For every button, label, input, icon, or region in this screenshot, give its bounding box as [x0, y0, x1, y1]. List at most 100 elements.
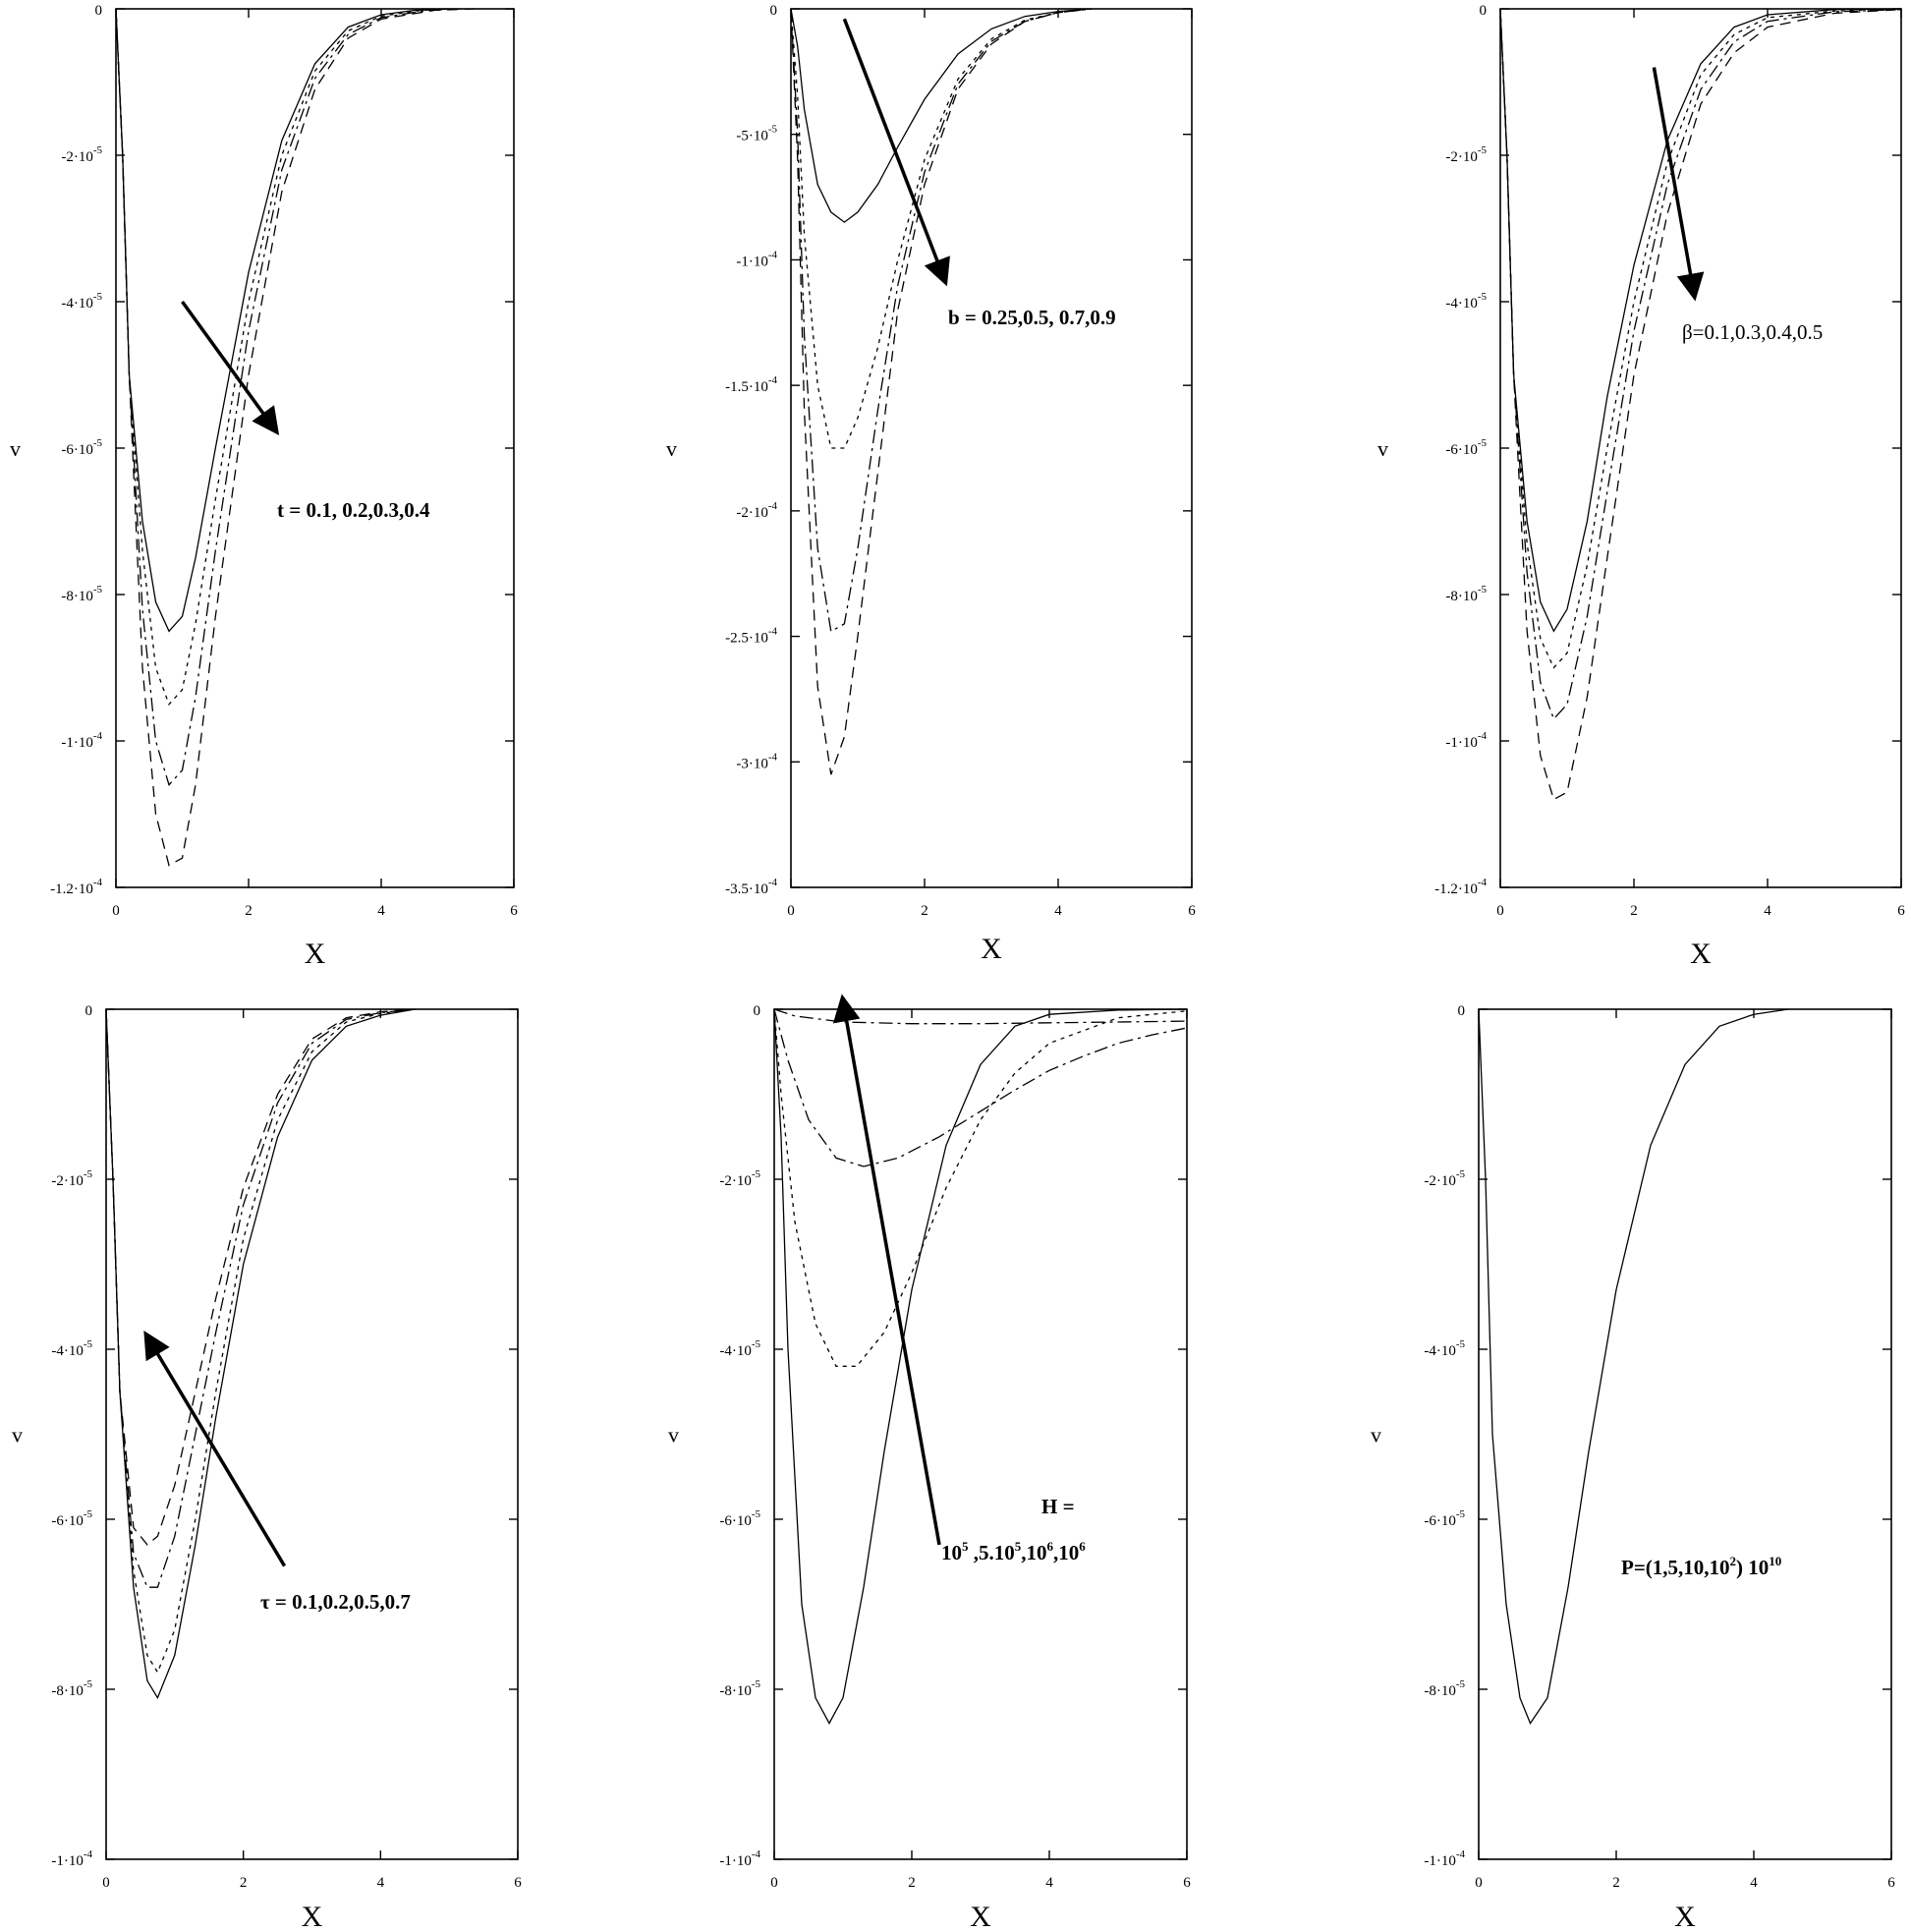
plot-frame [115, 8, 515, 888]
x-tick-label: 4 [377, 903, 385, 919]
y-tick-label: -2·10-5 [51, 1168, 92, 1189]
x-tick-label: 0 [787, 903, 795, 919]
x-tick-label: 4 [1054, 903, 1062, 919]
y-tick-label: -5·10-5 [736, 124, 777, 144]
y-axis-label: v [668, 1423, 679, 1448]
series-line-4 [105, 1008, 416, 1546]
y-tick-exponent: -5 [752, 1168, 761, 1180]
y-tick-mantissa: -2·10 [1445, 149, 1478, 165]
x-tick-label: 4 [1045, 1875, 1053, 1891]
y-tick-label: -8·10-5 [61, 584, 102, 604]
y-tick-label: -4·10-5 [1424, 1338, 1465, 1359]
annotation-text: t = 0.1, 0.2,0.3,0.4 [277, 498, 430, 522]
y-tick-exponent: -4 [768, 877, 778, 888]
y-tick-mantissa: -3·10 [736, 756, 768, 771]
y-tick-mantissa: -1·10 [719, 1853, 752, 1869]
x-tick-label: 2 [908, 1875, 916, 1891]
y-tick-mantissa: -4·10 [61, 296, 93, 312]
x-tick-label: 2 [1612, 1875, 1620, 1891]
y-tick-mantissa: -4·10 [1424, 1343, 1456, 1359]
annotation-text: β=0.1,0.3,0.4,0.5 [1682, 320, 1823, 344]
trend-arrow [842, 18, 950, 287]
x-tick-label: 4 [1764, 903, 1771, 919]
y-tick-label: 0 [1480, 3, 1488, 19]
y-tick-label: -1·10-4 [51, 1848, 92, 1869]
parameter-annotation: P=(1,5,10,102) 1010 [1621, 1554, 1781, 1579]
y-tick-mantissa: 0 [1458, 1003, 1466, 1019]
y-tick-mantissa: -1·10 [1445, 735, 1478, 751]
x-tick-label: 6 [1183, 1875, 1191, 1891]
trend-arrow [143, 1331, 287, 1567]
annotation-superscript: 6 [1047, 1539, 1054, 1554]
y-tick-mantissa: -6·10 [61, 442, 93, 458]
y-tick-label: -1·10-4 [736, 249, 777, 269]
y-tick-mantissa: -1·10 [51, 1853, 84, 1869]
y-tick-label: -4·10-5 [61, 291, 102, 312]
x-tick-label: 0 [770, 1875, 778, 1891]
y-tick-mantissa: -2·10 [1424, 1173, 1456, 1189]
y-tick-exponent: -4 [1456, 1848, 1466, 1860]
parameter-annotation: β=0.1,0.3,0.4,0.5 [1682, 320, 1823, 344]
y-tick-exponent: -5 [84, 1338, 93, 1350]
parameter-annotation: τ = 0.1,0.2,0.5,0.7 [260, 1590, 411, 1614]
y-tick-exponent: -4 [84, 1848, 93, 1860]
panel-p: 0 2 4 60-2·10-5-4·10-5-6·10-5-8·10-5-1·10-4… [1371, 1003, 1895, 1932]
y-tick-label: 0 [754, 1003, 761, 1019]
series-line-2 [105, 1008, 416, 1675]
x-tick-label: 4 [1750, 1875, 1758, 1891]
y-axis-label: v [1371, 1423, 1381, 1448]
y-tick-label: -4·10-5 [1445, 291, 1487, 312]
y-tick-exponent: -4 [768, 626, 778, 638]
y-tick-label: -1.5·10-4 [725, 374, 777, 395]
trend-arrow [181, 300, 280, 436]
series-line-2 [115, 8, 455, 707]
y-tick-mantissa: -8·10 [61, 589, 93, 604]
x-tick-label: 4 [377, 1875, 385, 1891]
y-tick-exponent: -5 [1478, 144, 1488, 156]
annotation-text: b = 0.25,0.5, 0.7,0.9 [948, 306, 1116, 329]
trend-arrow [832, 994, 941, 1546]
annotation-text-mid: ) 10 [1736, 1556, 1769, 1579]
y-tick-label: -8·10-5 [1424, 1678, 1465, 1699]
y-axis-label: v [1377, 436, 1388, 461]
y-tick-label: -2·10-5 [719, 1168, 760, 1189]
y-tick-exponent: -4 [93, 730, 103, 742]
y-tick-mantissa: -8·10 [719, 1683, 752, 1699]
series-line-1 [1499, 8, 1902, 633]
y-tick-label: -4·10-5 [719, 1338, 760, 1359]
x-tick-label: 0 [112, 903, 120, 919]
series-line-1 [105, 1008, 416, 1700]
y-tick-mantissa: -5·10 [736, 129, 768, 144]
y-tick-exponent: -4 [752, 1848, 761, 1860]
y-axis-label: v [666, 436, 677, 461]
x-tick-label: 2 [921, 903, 928, 919]
y-tick-label: -1.2·10-4 [1434, 877, 1487, 897]
y-tick-label: -1·10-4 [1445, 730, 1487, 751]
y-tick-mantissa: -6·10 [719, 1513, 752, 1529]
y-tick-mantissa: -2·10 [51, 1173, 84, 1189]
y-tick-exponent: -4 [768, 374, 778, 386]
y-tick-exponent: -5 [1478, 437, 1488, 449]
x-axis-label: X [970, 1901, 991, 1932]
y-tick-mantissa: -2·10 [736, 505, 768, 521]
annotation-base: ,10 [1021, 1541, 1046, 1564]
y-tick-mantissa: 0 [95, 3, 103, 19]
series-line-2 [790, 8, 1093, 449]
y-tick-exponent: -4 [768, 500, 778, 512]
annotation-superscript: 10 [1769, 1554, 1781, 1568]
y-tick-mantissa: -3.5·10 [725, 881, 768, 897]
annotation-superscript: 6 [1079, 1539, 1086, 1554]
y-tick-mantissa: -6·10 [51, 1513, 84, 1529]
x-axis-label: X [305, 938, 326, 970]
series-line-4 [790, 8, 1093, 775]
series-line-3 [105, 1008, 416, 1588]
y-tick-label: -2·10-5 [61, 144, 102, 165]
y-axis-label: v [10, 436, 21, 461]
y-tick-label: 0 [770, 3, 778, 19]
y-tick-exponent: -4 [768, 751, 778, 763]
y-tick-exponent: -4 [93, 877, 103, 888]
y-tick-mantissa: -2·10 [719, 1173, 752, 1189]
series-line-4 [773, 1008, 1188, 1025]
y-tick-exponent: -5 [752, 1338, 761, 1350]
